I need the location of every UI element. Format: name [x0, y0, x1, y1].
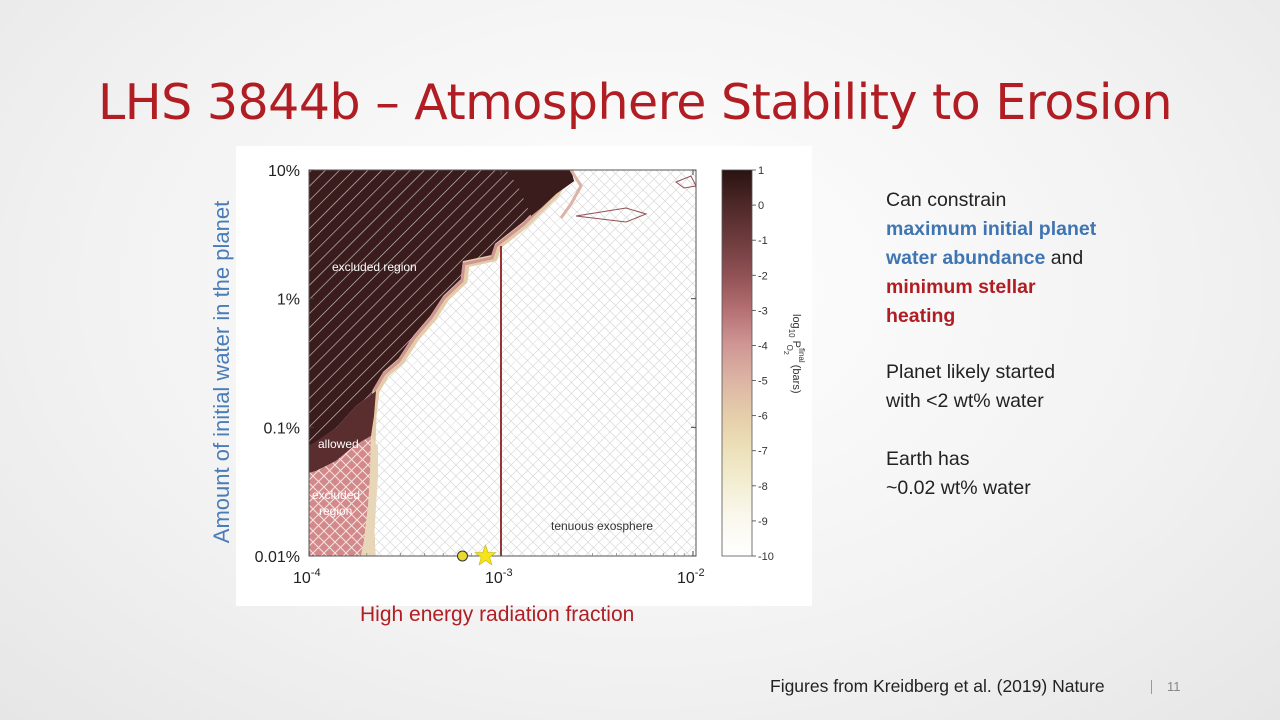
highlight-red-2: heating [886, 305, 956, 327]
bullet-1-and: and [1045, 247, 1084, 269]
slide-title: LHS 3844b – Atmosphere Stability to Eros… [98, 74, 1173, 131]
y-tick-label-1: 1% [277, 292, 300, 309]
colorbar-tick-label-9: -8 [758, 481, 768, 493]
region-label-exosphere: tenuous exosphere [551, 519, 653, 533]
phase-diagram-chart: excluded region allowed excluded region … [255, 163, 806, 587]
highlight-red-1: minimum stellar [886, 276, 1036, 298]
y-tick-label-2: 0.1% [264, 420, 300, 437]
y-tick-label-0: 10% [268, 163, 300, 180]
bullet-constrain: Can constrain maximum initial planet wat… [886, 186, 1096, 331]
colorbar-tick-label-4: -3 [758, 305, 768, 317]
y-tick-label-3: 0.01% [255, 549, 300, 566]
region-label-allowed: allowed [318, 437, 359, 451]
bullet-started: Planet likely started with <2 wt% water [886, 358, 1055, 416]
colorbar-tick-label-1: 0 [758, 200, 764, 212]
figure-card: excluded region allowed excluded region … [236, 146, 812, 606]
marker-star [474, 544, 497, 566]
cb-label-sub: 10 [787, 329, 796, 338]
bullet-2-line-2: with <2 wt% water [886, 390, 1044, 412]
x-axis-ticks: 10-4 10-3 10-2 [293, 170, 705, 587]
colorbar-tick-label-10: -9 [758, 516, 768, 528]
data-markers [456, 544, 497, 566]
colorbar-tick-label-6: -5 [758, 376, 768, 388]
colorbar-label: log10 PfinalO2 (bars) [782, 314, 806, 394]
bullet-1-line-3: water abundance and [886, 244, 1096, 273]
colorbar-ticks: 1 0 -1 -2 -3 -4 -5 -6 -7 -8 -9 -10 [752, 165, 774, 563]
colorbar-tick-label-3: -2 [758, 270, 768, 282]
colorbar-tick-label-0: 1 [758, 165, 764, 177]
bullet-1-line-5: heating [886, 302, 1096, 331]
x-axis-label: High energy radiation fraction [360, 603, 635, 626]
bullet-2-line-1: Planet likely started [886, 361, 1056, 383]
bullet-3-line-1: Earth has [886, 448, 970, 470]
region-label-excluded: excluded region [332, 260, 417, 274]
colorbar-tick-label-11: -10 [758, 551, 774, 563]
colorbar [721, 169, 753, 557]
colorbar-tick-label-7: -6 [758, 411, 768, 423]
colorbar-tick-label-8: -7 [758, 446, 768, 458]
region-label-excluded2-line1: excluded [312, 488, 360, 502]
colorbar-tick-label-2: -1 [758, 235, 768, 247]
cb-label-o-sub: 2 [782, 351, 789, 355]
bullet-1-line-1: Can constrain [886, 189, 1007, 211]
cb-label-log: log [790, 314, 802, 329]
y-axis-label: Amount of initial water in the planet [209, 200, 234, 544]
page-number: 11 [1167, 679, 1181, 694]
svg-text:log10PfinalO2(bars): log10 PfinalO2 (bars) [782, 314, 806, 394]
bullet-3-line-2: ~0.02 wt% water [886, 477, 1031, 499]
highlight-blue-2: water abundance [886, 247, 1046, 269]
region-label-excluded2-line2: region [319, 504, 352, 518]
marker-circle [456, 550, 468, 562]
cb-label-units: (bars) [790, 365, 802, 394]
cb-label-o: O [785, 345, 794, 351]
x-tick-label-2: 10-2 [677, 567, 705, 587]
cb-label-p: P [790, 341, 802, 348]
allowed-region [309, 391, 376, 473]
x-tick-label-0: 10-4 [293, 567, 321, 587]
bullet-1-line-2: maximum initial planet [886, 215, 1096, 244]
footer-separator [1151, 680, 1152, 694]
x-tick-label-1: 10-3 [485, 567, 513, 587]
highlight-blue-1: maximum initial planet [886, 218, 1097, 240]
bullet-1-line-4: minimum stellar [886, 273, 1096, 302]
citation-footer: Figures from Kreidberg et al. (2019) Nat… [770, 676, 1105, 696]
colorbar-tick-label-5: -4 [758, 340, 768, 352]
y-axis-ticks: 10% 1% 0.1% 0.01% [255, 163, 696, 566]
cb-label-sup: final [797, 348, 806, 363]
bullet-earth: Earth has ~0.02 wt% water [886, 445, 1031, 503]
